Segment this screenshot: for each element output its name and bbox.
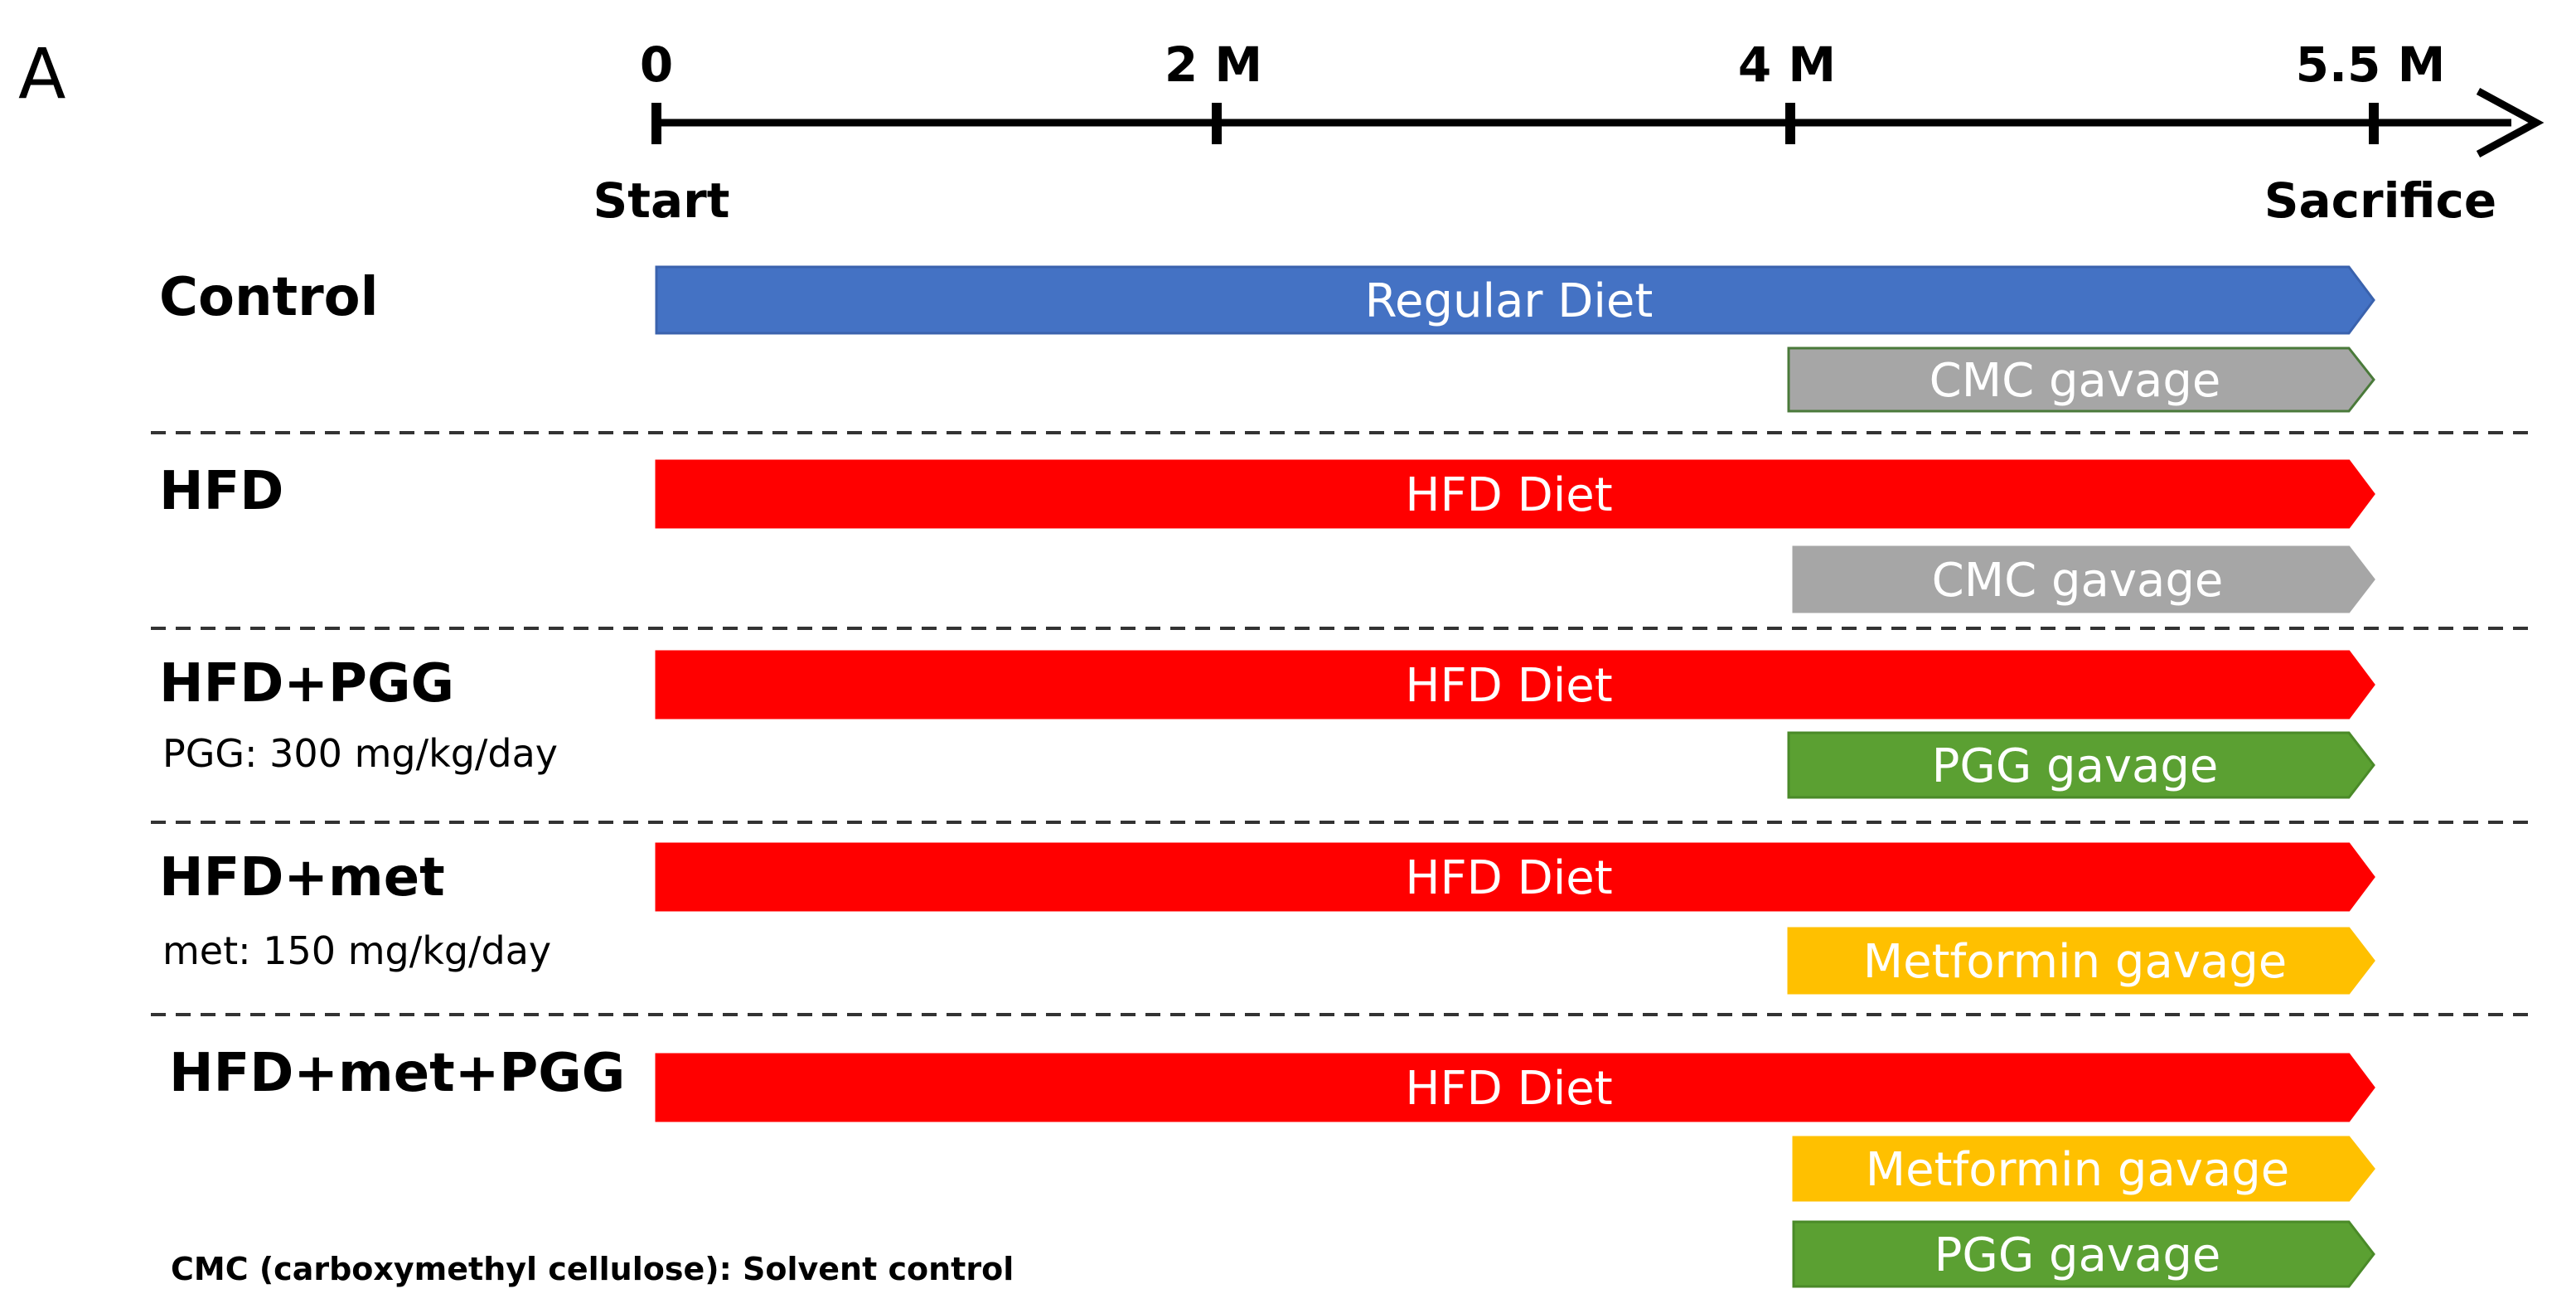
timeline-arrow-head [2476, 88, 2545, 157]
panel-letter: A [18, 33, 65, 114]
bar-label: PGG gavage [1934, 1228, 2221, 1282]
bar-shape [655, 265, 2375, 335]
timeline-axis: 0 2 M 4 M 5.5 M Start Sacrifice [593, 36, 2545, 229]
group-name-hfd-met-pgg: HFD+met+PGG [169, 1043, 625, 1104]
bar-shape [655, 459, 2375, 529]
bar-label: PGG gavage [1932, 739, 2219, 793]
bar-label: Metformin gavage [1866, 1143, 2289, 1197]
footnote: CMC (carboxymethyl cellulose): Solvent c… [171, 1251, 1014, 1287]
bar-metformin-gavage: Metformin gavage [1792, 1136, 2375, 1202]
bar-label: HFD Diet [1405, 1062, 1612, 1116]
group-name-hfd-met: HFD+met [159, 847, 445, 908]
bar-label: HFD Diet [1405, 659, 1612, 713]
group-dose-hfd-met: met: 150 mg/kg/day [162, 928, 551, 973]
bar-shape [655, 650, 2375, 719]
group-name-hfd-pgg: HFD+PGG [159, 653, 454, 715]
group-name-control: Control [159, 267, 379, 328]
bar-cmc-gavage: CMC gavage [1787, 346, 2375, 413]
group-name-hfd: HFD [159, 461, 283, 522]
bar-regular-diet: Regular Diet [655, 265, 2375, 335]
bar-shape [655, 842, 2375, 912]
timeline-end-label: Sacrifice [2264, 172, 2496, 229]
group-hfd: HFD [159, 461, 283, 522]
bar-label: HFD Diet [1405, 468, 1612, 522]
bar-shape [1792, 1220, 2375, 1288]
timeline-start-label: Start [593, 172, 730, 229]
bar-shape [1787, 346, 2375, 413]
bar-hfd-diet: HFD Diet [655, 459, 2375, 529]
bar-label: Regular Diet [1365, 274, 1654, 328]
bar-shape [1787, 731, 2375, 799]
group-hfd-met-pgg: HFD+met+PGG [169, 1043, 625, 1104]
bar-pgg-gavage: PGG gavage [1792, 1220, 2375, 1288]
treatment-bars: Regular Diet CMC gavage HFD Diet CMC gavage… [655, 265, 2375, 1288]
bar-shape [1787, 927, 2375, 995]
bar-label: Metformin gavage [1863, 935, 2287, 989]
timeline-tick-label: 4 M [1738, 36, 1836, 93]
bar-label: HFD Diet [1405, 851, 1612, 905]
bar-shape [1792, 1136, 2375, 1202]
bar-label: CMC gavage [1930, 354, 2221, 408]
group-control: Control [159, 267, 379, 328]
group-dose-hfd-pgg: PGG: 300 mg/kg/day [162, 731, 558, 776]
bar-hfd-diet: HFD Diet [655, 842, 2375, 912]
timeline-tick-label: 5.5 M [2296, 36, 2446, 93]
timeline-tick-label: 0 [640, 36, 673, 93]
bar-cmc-gavage: CMC gavage [1792, 545, 2375, 613]
bar-hfd-diet: HFD Diet [655, 650, 2375, 719]
bar-label: CMC gavage [1932, 554, 2224, 608]
timeline-ticks: 0 2 M 4 M 5.5 M [640, 36, 2446, 144]
group-hfd-met: HFD+met met: 150 mg/kg/day [159, 847, 551, 973]
bar-metformin-gavage: Metformin gavage [1787, 927, 2375, 995]
timeline-tick-label: 2 M [1165, 36, 1262, 93]
bar-shape [1792, 545, 2375, 613]
bar-hfd-diet: HFD Diet [655, 1053, 2375, 1122]
group-hfd-pgg: HFD+PGG PGG: 300 mg/kg/day [159, 653, 558, 776]
bar-shape [655, 1053, 2375, 1122]
bar-pgg-gavage: PGG gavage [1787, 731, 2375, 799]
